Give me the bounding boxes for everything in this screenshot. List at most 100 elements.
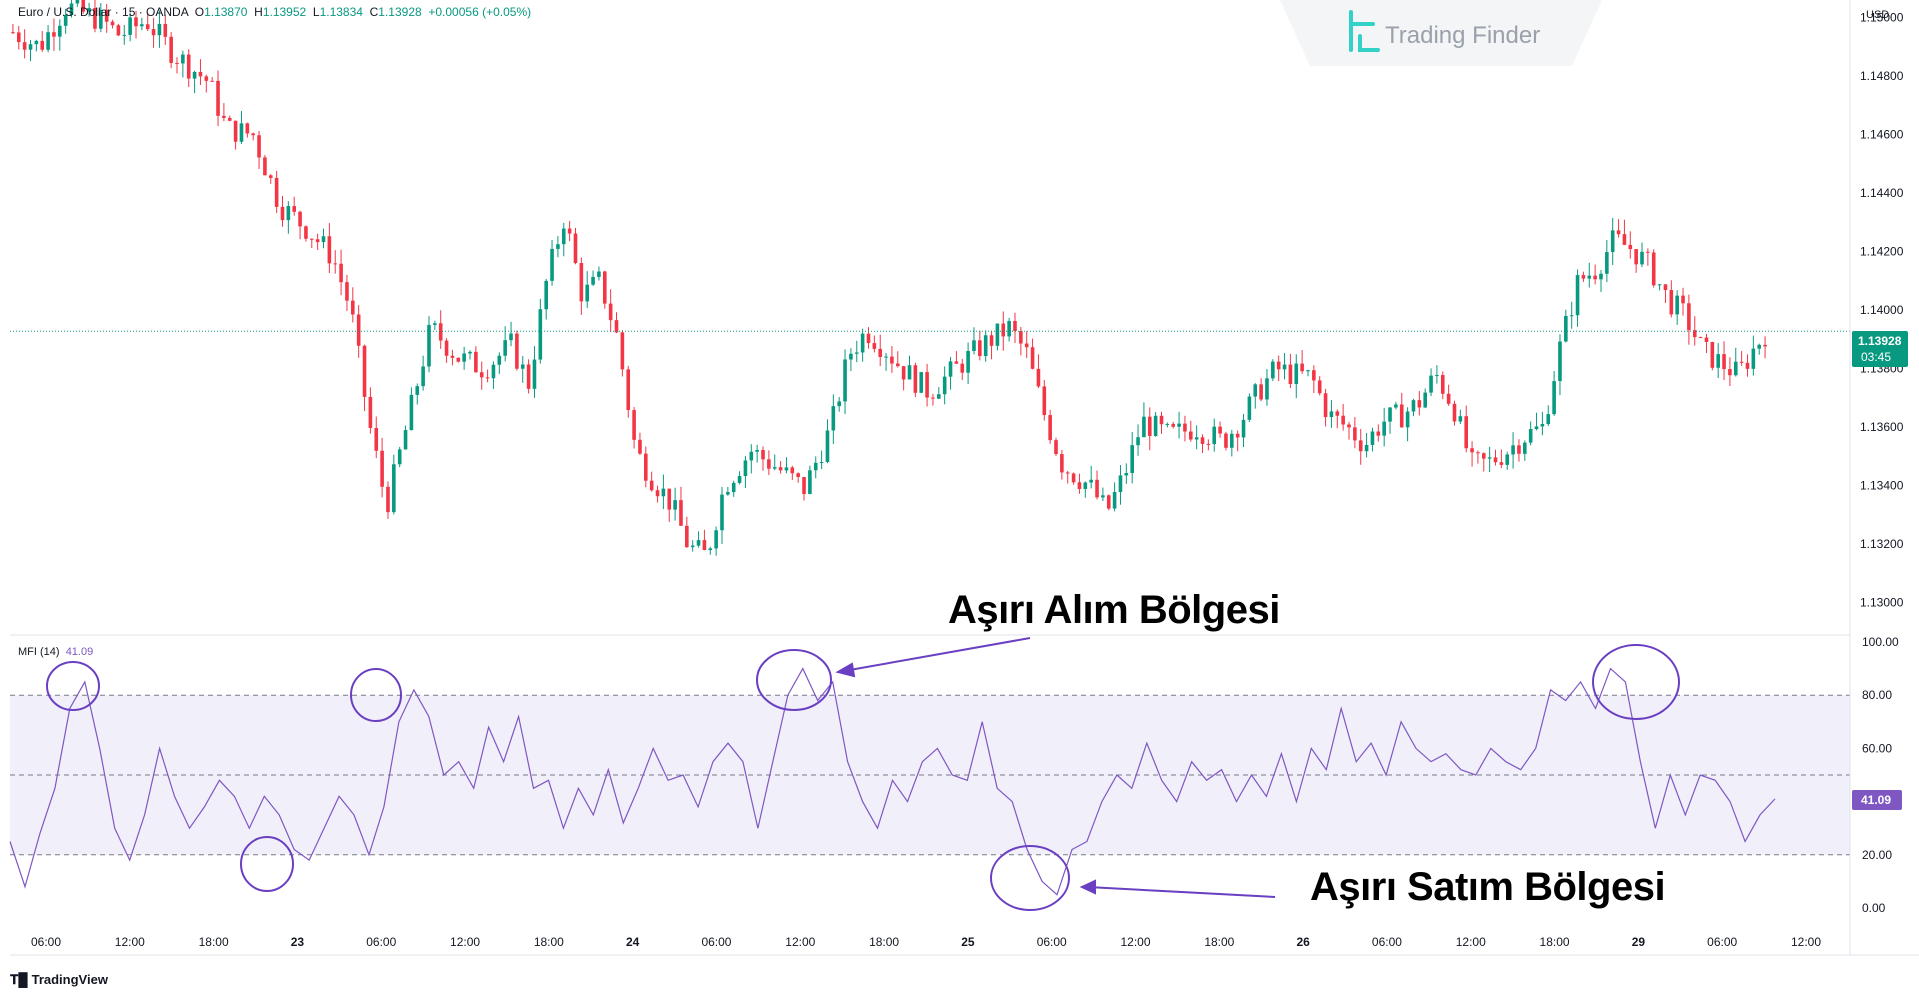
candle xyxy=(1710,341,1715,371)
mfi-tick-label: 80.00 xyxy=(1862,688,1892,702)
price-axis[interactable]: 1.15000 1.14800 1.14600 1.14400 1.14200 1.140… xyxy=(1860,11,1904,610)
candle xyxy=(1147,407,1152,451)
candle xyxy=(99,3,103,33)
time-axis[interactable]: 06:00 12:00 18:00 23 06:00 12:00 18:00 24 06:00 1… xyxy=(31,935,1821,949)
candle xyxy=(34,39,39,52)
candle xyxy=(913,362,918,398)
candle xyxy=(556,236,560,258)
price-tick-label: 1.15000 xyxy=(1860,11,1904,25)
candle xyxy=(1288,353,1293,389)
price-pane[interactable] xyxy=(10,0,1850,556)
candle xyxy=(538,298,543,364)
candle xyxy=(181,50,185,78)
tradingview-attribution[interactable]: 𝐓█ TradingView xyxy=(10,972,108,988)
candle xyxy=(1042,379,1047,421)
candle xyxy=(339,249,343,296)
candle xyxy=(309,238,314,249)
candle xyxy=(239,111,244,144)
candle xyxy=(421,355,425,391)
candle xyxy=(22,29,27,59)
last-price-value: 1.13928 xyxy=(1858,334,1902,348)
candle xyxy=(1599,270,1603,292)
candle xyxy=(1159,411,1164,434)
candle xyxy=(1230,429,1234,457)
candle xyxy=(1241,413,1246,448)
time-tick-label: 18:00 xyxy=(869,935,899,949)
candle xyxy=(1552,370,1556,416)
candle xyxy=(1077,473,1082,494)
candle xyxy=(93,0,97,33)
candle xyxy=(614,312,619,334)
mfi-pane[interactable] xyxy=(9,667,1850,896)
candle xyxy=(1382,407,1386,447)
candle xyxy=(1528,421,1533,446)
candle xyxy=(1095,470,1099,500)
time-tick-label: 18:00 xyxy=(1540,935,1570,949)
candle xyxy=(304,225,308,242)
low-label: L xyxy=(312,5,320,19)
candle xyxy=(690,540,695,552)
overbought-arrowhead xyxy=(835,662,856,678)
candle xyxy=(1446,384,1451,406)
mfi-legend[interactable]: MFI (14) 41.09 xyxy=(18,646,93,658)
candle xyxy=(591,270,595,286)
oversold-annotation: Aşırı Satım Bölgesi xyxy=(1310,865,1666,909)
candle xyxy=(1358,428,1363,465)
symbol-title: Euro / U.S. Dollar · 15 · OANDA xyxy=(18,5,189,19)
candle xyxy=(989,330,994,360)
candle xyxy=(268,174,273,184)
candle xyxy=(263,155,267,176)
candle xyxy=(737,471,742,485)
candle xyxy=(802,476,806,501)
price-tick-label: 1.13400 xyxy=(1860,479,1904,493)
candle xyxy=(1546,405,1551,426)
candle xyxy=(1312,365,1316,394)
candle xyxy=(673,487,677,521)
candle xyxy=(1640,242,1644,268)
candle xyxy=(1030,338,1035,370)
candle xyxy=(696,531,701,548)
time-tick-label: 12:00 xyxy=(115,935,145,949)
candle xyxy=(872,335,877,353)
candle xyxy=(116,23,121,37)
mfi-value: 41.09 xyxy=(65,646,94,658)
candle xyxy=(1276,355,1281,382)
candle xyxy=(983,330,988,362)
mfi-tick-label: 60.00 xyxy=(1862,741,1892,755)
candle xyxy=(157,10,162,48)
candle xyxy=(280,195,285,227)
candle xyxy=(1024,331,1029,359)
candle xyxy=(714,526,718,556)
candle xyxy=(1101,487,1105,502)
overbought-circle-3 xyxy=(756,649,832,711)
candle xyxy=(532,346,537,398)
candle xyxy=(679,486,683,527)
candle xyxy=(1065,470,1070,484)
candle xyxy=(726,486,730,496)
candle xyxy=(1294,354,1299,399)
candle xyxy=(1646,248,1650,266)
candle xyxy=(1569,301,1574,329)
candle xyxy=(63,8,68,34)
candle xyxy=(1657,284,1662,291)
annotation-circles xyxy=(46,644,1680,911)
candle xyxy=(649,471,654,492)
candle xyxy=(1587,262,1592,288)
candle xyxy=(661,474,666,510)
candle xyxy=(937,386,941,400)
currency-label[interactable]: USD xyxy=(1866,9,1890,21)
chart-legend[interactable]: Euro / U.S. Dollar · 15 · OANDA O1.13870… xyxy=(18,5,531,19)
candle xyxy=(644,446,648,488)
candle xyxy=(1259,378,1263,402)
candle xyxy=(1165,422,1170,428)
candle xyxy=(1622,219,1627,246)
mfi-tick-label: 20.00 xyxy=(1862,848,1892,862)
open-value: 1.13870 xyxy=(204,5,248,19)
candle xyxy=(257,130,261,169)
candle xyxy=(978,330,982,361)
last-price-badge: 1.13928 03:45 xyxy=(1852,331,1908,367)
candle xyxy=(1722,341,1726,380)
candle xyxy=(626,365,631,418)
